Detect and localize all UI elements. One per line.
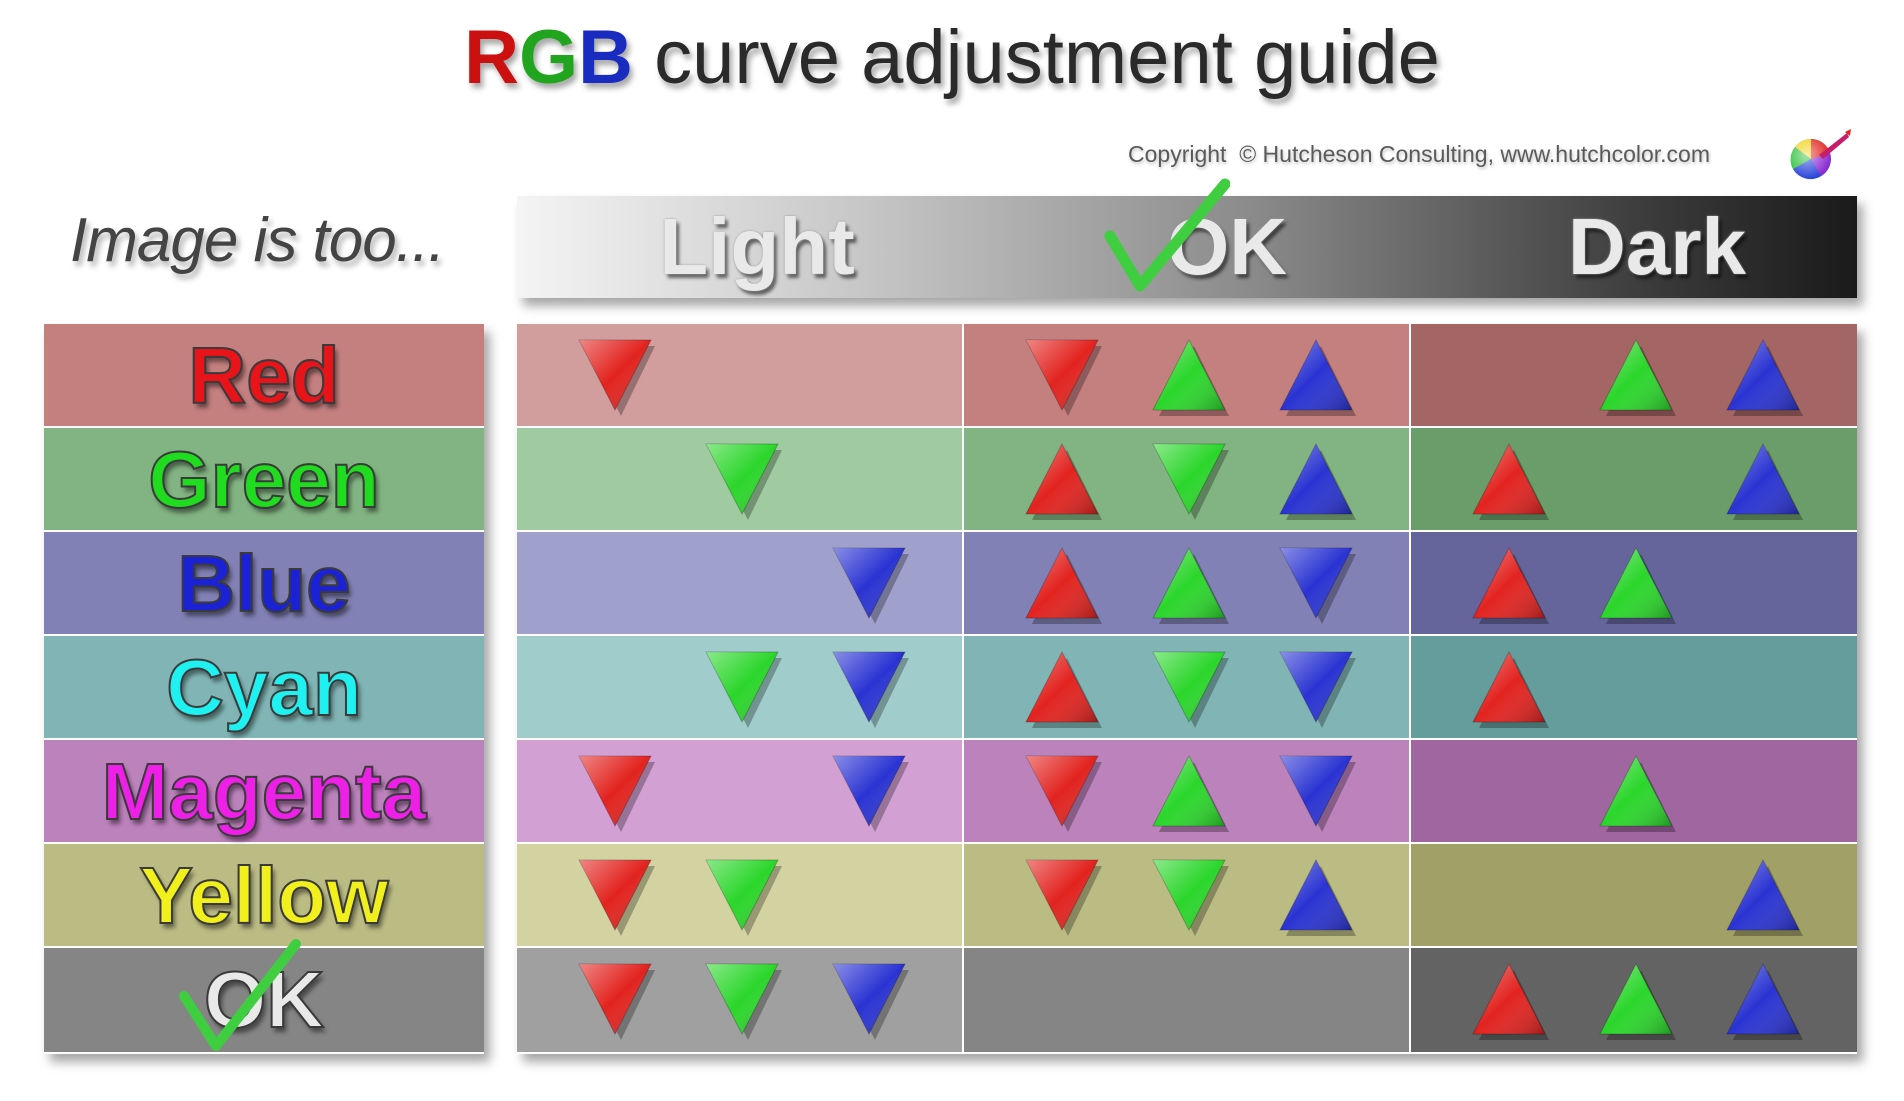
cell-green-light bbox=[517, 428, 964, 532]
down-arrow-blue-icon bbox=[1279, 547, 1356, 624]
row-labels: Red Green Blue Cyan Magenta Yellow OK bbox=[44, 324, 484, 1054]
down-arrow-red-icon bbox=[578, 963, 655, 1040]
up-arrow-blue-icon bbox=[1726, 338, 1803, 416]
cell-cyan-light bbox=[517, 636, 964, 740]
cell-cyan-dark bbox=[1411, 636, 1857, 740]
up-arrow-blue-icon bbox=[1279, 338, 1356, 416]
cell-ok-dark bbox=[1411, 948, 1857, 1052]
down-arrow-green-icon bbox=[705, 859, 782, 936]
up-arrow-green-icon bbox=[1599, 962, 1676, 1040]
up-arrow-green-icon bbox=[1599, 338, 1676, 416]
up-arrow-green-icon bbox=[1599, 546, 1676, 624]
row-label-cyan: Cyan bbox=[44, 636, 484, 740]
cell-magenta-light bbox=[517, 740, 964, 844]
down-arrow-red-icon bbox=[1025, 339, 1102, 416]
header-light: Light bbox=[659, 202, 855, 291]
up-arrow-red-icon bbox=[1025, 442, 1102, 520]
row-label-yellow: Yellow bbox=[44, 844, 484, 948]
down-arrow-green-icon bbox=[1152, 443, 1229, 520]
down-arrow-red-icon bbox=[578, 755, 655, 832]
up-arrow-red-icon bbox=[1472, 546, 1549, 624]
down-arrow-blue-icon bbox=[832, 651, 909, 728]
title-r: R bbox=[464, 15, 519, 100]
cell-yellow-dark bbox=[1411, 844, 1857, 948]
cell-ok-light bbox=[517, 948, 964, 1052]
down-arrow-green-icon bbox=[705, 963, 782, 1040]
page-title: RGB curve adjustment guide bbox=[0, 8, 1904, 108]
down-arrow-blue-icon bbox=[832, 755, 909, 832]
cell-magenta-dark bbox=[1411, 740, 1857, 844]
down-arrow-red-icon bbox=[1025, 859, 1102, 936]
up-arrow-red-icon bbox=[1472, 442, 1549, 520]
adjustment-grid bbox=[517, 324, 1857, 1054]
down-arrow-red-icon bbox=[578, 339, 655, 416]
down-arrow-green-icon bbox=[1152, 859, 1229, 936]
cell-red-light bbox=[517, 324, 964, 428]
up-arrow-blue-icon bbox=[1726, 858, 1803, 936]
up-arrow-blue-icon bbox=[1279, 858, 1356, 936]
cell-red-dark bbox=[1411, 324, 1857, 428]
brightness-header-bar: Light OK Dark bbox=[517, 196, 1857, 298]
up-arrow-red-icon bbox=[1025, 650, 1102, 728]
row-label-blue: Blue bbox=[44, 532, 484, 636]
copyright-text: Copyright © Hutcheson Consulting, www.hu… bbox=[1128, 141, 1710, 167]
up-arrow-green-icon bbox=[1599, 754, 1676, 832]
cell-ok-ok bbox=[964, 948, 1411, 1052]
cell-yellow-light bbox=[517, 844, 964, 948]
cell-red-ok bbox=[964, 324, 1411, 428]
up-arrow-blue-icon bbox=[1279, 442, 1356, 520]
down-arrow-green-icon bbox=[705, 651, 782, 728]
up-arrow-red-icon bbox=[1472, 650, 1549, 728]
cell-magenta-ok bbox=[964, 740, 1411, 844]
down-arrow-blue-icon bbox=[1279, 755, 1356, 832]
up-arrow-blue-icon bbox=[1726, 962, 1803, 1040]
cell-yellow-ok bbox=[964, 844, 1411, 948]
cell-cyan-ok bbox=[964, 636, 1411, 740]
cell-blue-ok bbox=[964, 532, 1411, 636]
row-label-red: Red bbox=[44, 324, 484, 428]
title-g: G bbox=[518, 15, 579, 100]
up-arrow-green-icon bbox=[1152, 546, 1229, 624]
checkmark-icon bbox=[1104, 178, 1230, 292]
row-label-magenta: Magenta bbox=[44, 740, 484, 844]
up-arrow-green-icon bbox=[1152, 338, 1229, 416]
up-arrow-red-icon bbox=[1025, 546, 1102, 624]
title-rest: curve adjustment guide bbox=[633, 15, 1440, 100]
down-arrow-blue-icon bbox=[832, 963, 909, 1040]
header-ok: OK bbox=[1167, 202, 1287, 291]
row-label-ok: OK bbox=[44, 948, 484, 1052]
image-is-too-label: Image is too... bbox=[70, 206, 445, 275]
down-arrow-green-icon bbox=[705, 443, 782, 520]
down-arrow-green-icon bbox=[1152, 651, 1229, 728]
down-arrow-red-icon bbox=[1025, 755, 1102, 832]
down-arrow-blue-icon bbox=[1279, 651, 1356, 728]
cell-green-dark bbox=[1411, 428, 1857, 532]
cell-green-ok bbox=[964, 428, 1411, 532]
header-dark: Dark bbox=[1568, 202, 1746, 291]
down-arrow-blue-icon bbox=[832, 547, 909, 624]
up-arrow-blue-icon bbox=[1726, 442, 1803, 520]
color-wheel-icon bbox=[1790, 129, 1851, 180]
cell-blue-dark bbox=[1411, 532, 1857, 636]
checkmark-icon bbox=[179, 939, 301, 1051]
down-arrow-red-icon bbox=[578, 859, 655, 936]
up-arrow-red-icon bbox=[1472, 962, 1549, 1040]
row-label-green: Green bbox=[44, 428, 484, 532]
title-b: B bbox=[578, 15, 633, 100]
cell-blue-light bbox=[517, 532, 964, 636]
up-arrow-green-icon bbox=[1152, 754, 1229, 832]
